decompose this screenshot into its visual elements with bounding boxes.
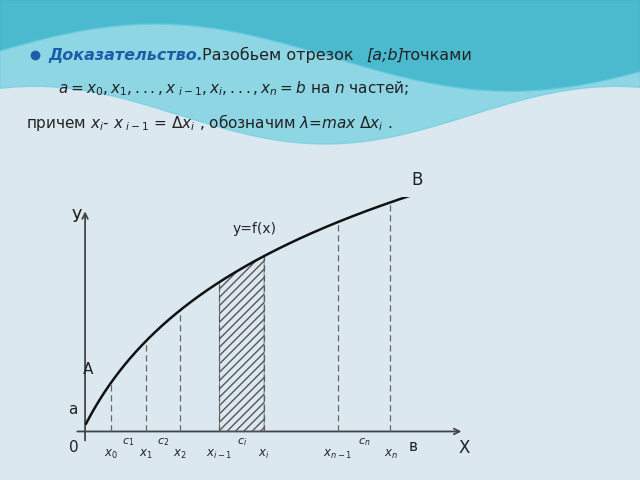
Text: $x_{n-1}$: $x_{n-1}$ [323,448,353,461]
Text: Разобьем отрезок: Разобьем отрезок [202,47,353,63]
Text: $x_2$: $x_2$ [173,448,187,461]
Text: у=f(x): у=f(x) [232,222,276,236]
Text: [a;b]: [a;b] [366,48,404,63]
Text: $x_i$: $x_i$ [259,448,270,461]
Text: $c_i$: $c_i$ [237,436,247,448]
Text: причем $x_i$- $x_{\ i-1}$ = $\Delta x_i$ , обозначим $\lambda$=$max\ \Delta x_i$: причем $x_i$- $x_{\ i-1}$ = $\Delta x_i$… [26,112,392,133]
Text: в: в [409,439,418,454]
Text: а: а [68,402,77,417]
Text: В: В [412,171,423,189]
Text: $c_1$: $c_1$ [122,436,134,448]
Text: Х: Х [459,439,470,457]
Text: $x_0$: $x_0$ [104,448,118,461]
Text: точками: точками [402,48,473,63]
Text: $c_n$: $c_n$ [358,436,371,448]
Text: 0: 0 [69,440,79,456]
Text: $x_{i-1}$: $x_{i-1}$ [206,448,232,461]
Text: $c_2$: $c_2$ [157,436,169,448]
Text: А: А [83,362,93,377]
Text: $x_n$: $x_n$ [383,448,397,461]
Text: Доказательство.: Доказательство. [48,48,203,63]
Text: $a=x_0,x_1,...,x_{\ i-1},x_i,...,x_n=b$ на $n$ частей;: $a=x_0,x_1,...,x_{\ i-1},x_i,...,x_n=b$ … [58,80,409,98]
Text: $x_1$: $x_1$ [139,448,152,461]
Text: У: У [72,208,82,227]
